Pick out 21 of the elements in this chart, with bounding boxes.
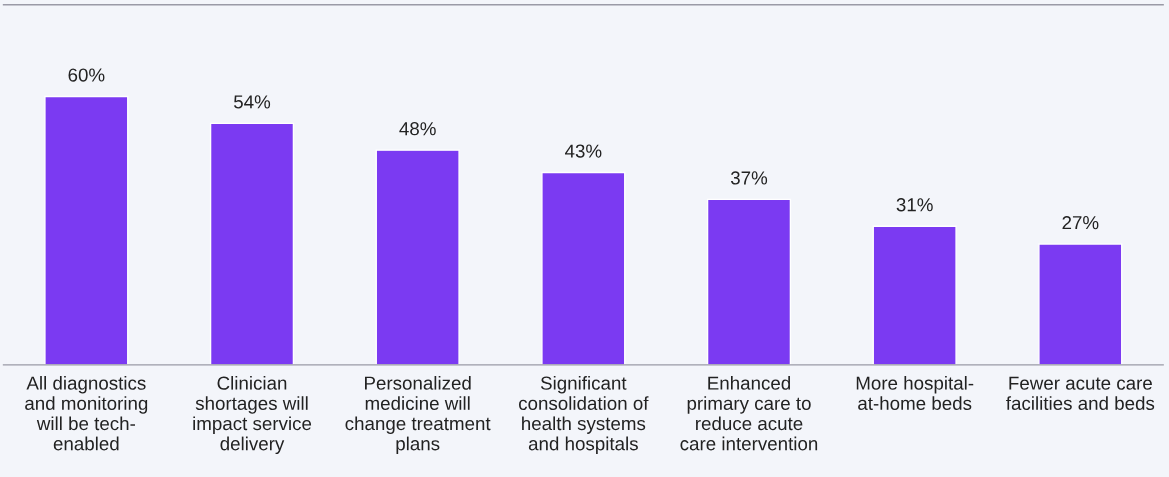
bar xyxy=(375,149,460,365)
x-tick-label: More hospital- at-home beds xyxy=(856,376,974,410)
bar xyxy=(872,225,957,365)
x-tick-label: All diagnostics and monitoring will be tech- enabled xyxy=(25,376,148,451)
bar xyxy=(541,171,626,365)
data-label: 43% xyxy=(565,144,602,158)
data-label: 48% xyxy=(399,122,436,136)
data-label: 60% xyxy=(68,68,105,82)
x-tick-label: Personalized medicine will change treatment plans xyxy=(345,376,491,455)
data-label: 27% xyxy=(1062,216,1099,230)
data-label: 37% xyxy=(730,171,768,185)
data-label: 54% xyxy=(233,95,271,109)
bar xyxy=(1038,243,1123,365)
x-tick-label: Significant consolidation of health systems and hospitals xyxy=(518,376,649,455)
x-tick-label: Fewer acute care facilities and beds xyxy=(1006,376,1155,410)
bar xyxy=(209,122,295,365)
x-tick-label: Clinician shortages will impact service delivery xyxy=(193,376,312,455)
data-label: 31% xyxy=(896,198,933,212)
x-tick-label: Enhanced primary care to reduce acute care intervention xyxy=(680,376,818,451)
bar xyxy=(44,95,129,365)
bar xyxy=(706,198,792,365)
